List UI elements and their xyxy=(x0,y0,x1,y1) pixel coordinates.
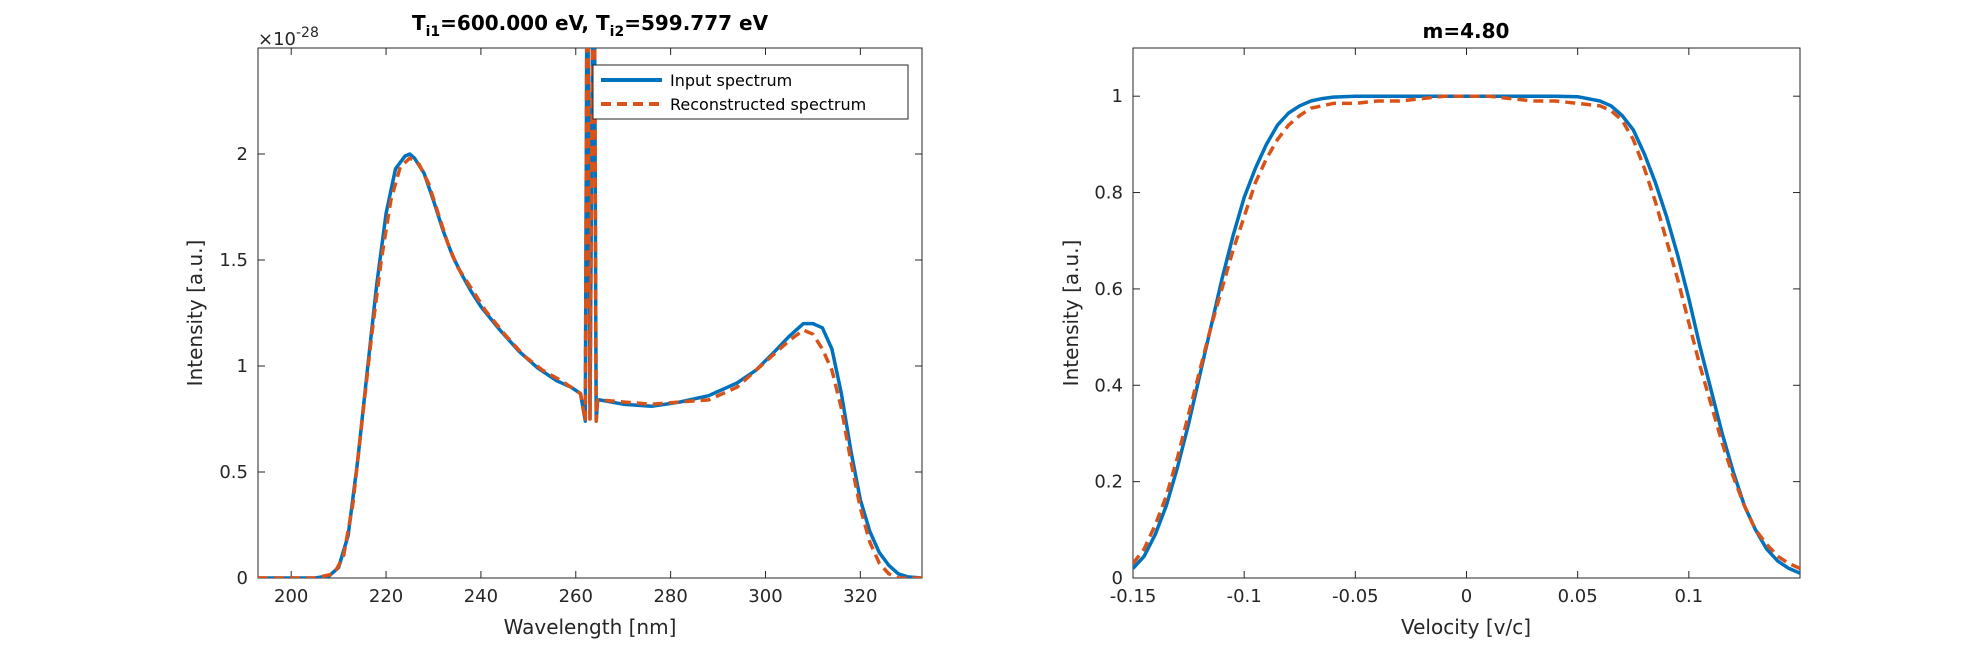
left-x-tick-labels: 200 220 240 260 280 300 320 xyxy=(274,586,878,607)
x-tick-label: -0.15 xyxy=(1110,586,1157,607)
right-series-lines xyxy=(1133,94,1800,575)
x-tick-label: 0.1 xyxy=(1675,586,1704,607)
title-t2-symbol: T xyxy=(596,11,610,35)
x-tick-label: -0.1 xyxy=(1227,586,1262,607)
y-tick-label: 1.5 xyxy=(219,250,248,271)
x-tick-label: 200 xyxy=(274,586,308,607)
svg-text:×10-28: ×10-28 xyxy=(258,25,319,50)
title-t1-subscript: i1 xyxy=(426,24,441,40)
right-y-axis-label: Intensity [a.u.] xyxy=(1059,240,1083,387)
y-tick-label: 1 xyxy=(1112,86,1123,107)
y-tick-label: 0.2 xyxy=(1094,472,1123,493)
x-tick-label: 220 xyxy=(369,586,403,607)
legend: Input spectrum Reconstructed spectrum xyxy=(592,64,909,120)
y-tick-label: 0 xyxy=(237,568,248,589)
y-tick-label: 0.8 xyxy=(1094,183,1123,204)
y-tick-label: 1 xyxy=(237,356,248,377)
x-tick-label: 300 xyxy=(748,586,782,607)
left-x-axis-label: Wavelength [nm] xyxy=(504,615,677,639)
left-panel: 200 220 240 260 280 300 320 0 0.5 1 1.5 2 Waveleng… xyxy=(183,11,923,639)
x-tick-label: -0.05 xyxy=(1332,586,1379,607)
left-exponent-label: ×10-28 xyxy=(258,25,319,50)
x-tick-label: 0 xyxy=(1461,586,1472,607)
x-tick-label: 280 xyxy=(653,586,687,607)
left-y-axis-label: Intensity [a.u.] xyxy=(183,240,207,387)
exponent-power: -28 xyxy=(296,25,319,41)
reconstructed-spectrum-line xyxy=(1133,94,1800,571)
right-x-tick-labels: -0.15 -0.1 -0.05 0 0.05 0.1 xyxy=(1110,586,1703,607)
title-t1-symbol: T xyxy=(412,11,426,35)
title-t1-value: =600.000 eV, xyxy=(440,11,596,35)
y-tick-label: 0 xyxy=(1112,568,1123,589)
y-tick-label: 0.6 xyxy=(1094,279,1123,300)
y-tick-label: 0.4 xyxy=(1094,375,1123,396)
y-tick-label: 0.5 xyxy=(219,462,248,483)
legend-label-input: Input spectrum xyxy=(670,71,792,90)
x-tick-label: 0.05 xyxy=(1558,586,1598,607)
right-axis-ticks xyxy=(1132,48,1800,579)
title-t2-value: =599.777 eV xyxy=(624,11,768,35)
exponent-base: ×10 xyxy=(258,29,296,50)
right-y-tick-labels: 0 0.2 0.4 0.6 0.8 1 xyxy=(1094,86,1123,589)
legend-label-reconstructed: Reconstructed spectrum xyxy=(670,95,866,114)
legend-box xyxy=(592,64,909,120)
x-tick-label: 320 xyxy=(843,586,877,607)
input-spectrum-line xyxy=(258,48,922,578)
right-plot-area xyxy=(1132,47,1801,579)
input-spectrum-line xyxy=(1133,94,1800,575)
y-tick-label: 2 xyxy=(237,144,248,165)
right-x-axis-label: Velocity [v/c] xyxy=(1401,615,1531,639)
x-tick-label: 240 xyxy=(464,586,498,607)
left-series-lines xyxy=(258,48,922,578)
x-tick-label: 260 xyxy=(559,586,593,607)
right-panel: -0.15 -0.1 -0.05 0 0.05 0.1 0 0.2 0.4 0.6 0.8 1 Ve… xyxy=(1059,19,1801,639)
title-t2-subscript: i2 xyxy=(610,24,625,40)
right-chart-title: m=4.80 xyxy=(1423,19,1510,43)
left-chart-title: Ti1=600.000 eV, Ti2=599.777 eV xyxy=(412,11,769,40)
left-y-tick-labels: 0 0.5 1 1.5 2 xyxy=(219,144,248,589)
